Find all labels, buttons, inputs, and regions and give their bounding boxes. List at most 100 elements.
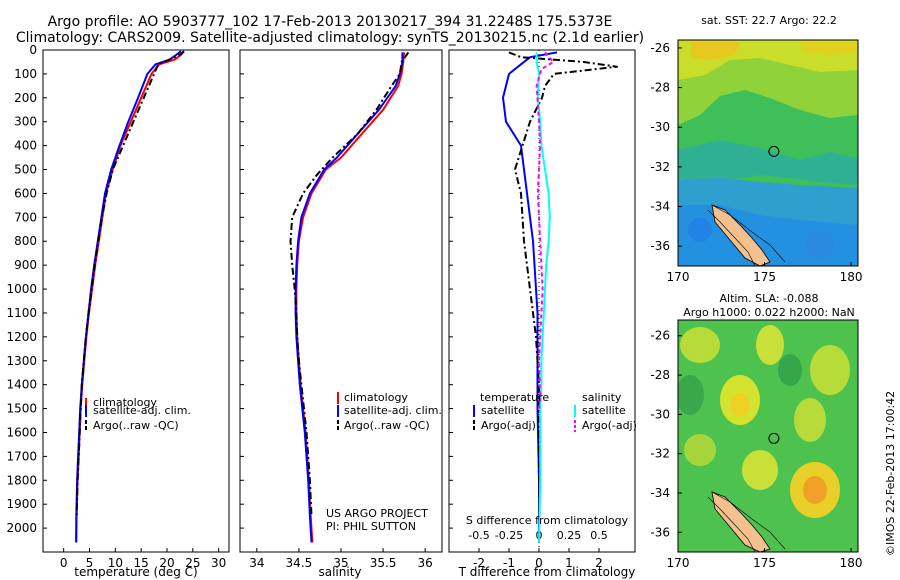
map-x-tick-label: 170 (667, 556, 690, 570)
legend-label-argo: Argo(..raw -QC) (93, 419, 179, 432)
x-tick-label: 20 (159, 556, 174, 570)
y-tick-label: 0 (29, 43, 37, 57)
salinity-axes-frame (239, 49, 443, 553)
x-tick-label: -1 (503, 556, 515, 570)
s-diff-tick-label: 0.25 (557, 529, 582, 542)
y-tick-label: 1900 (6, 497, 37, 511)
argo-location-marker (768, 145, 780, 157)
map-x-tick-label: 170 (667, 270, 690, 284)
salinity-legend: climatology satellite-adj. clim. Argo(..… (337, 391, 442, 432)
y-tick-label: 900 (14, 258, 37, 272)
salinity-x-label: salinity (318, 565, 361, 579)
legend-header-temperature: temperature (480, 391, 549, 404)
t-difference-label: T difference from climatology (458, 565, 636, 579)
series-line-temperature-argo-adj- (508, 51, 618, 517)
y-tick-label: 2000 (6, 521, 37, 535)
sst-map-title: sat. SST: 22.7 Argo: 22.2 (701, 14, 837, 27)
x-tick-label: 2 (595, 556, 603, 570)
s-difference-label: S difference from climatology (466, 514, 629, 527)
y-tick-label: 200 (14, 91, 37, 105)
y-tick-label: 1400 (6, 378, 37, 392)
legend-label-satellite-adj: satellite-adj. clim. (93, 404, 191, 417)
temperature-axes-frame (42, 49, 230, 553)
sst-map-image (678, 40, 858, 266)
legend-label-sal-argo: Argo(-adj) (582, 419, 637, 432)
y-tick-label: 1200 (6, 330, 37, 344)
x-tick-label: 34 (249, 556, 264, 570)
difference-legend: temperature salinity satellite Argo(-adj… (473, 391, 637, 432)
figure-title-line1: Argo profile: AO 5903777_102 17-Feb-2013… (47, 14, 613, 30)
y-tick-label: 700 (14, 210, 37, 224)
sla-map-frame (677, 319, 859, 553)
map-x-tick-label: 175 (753, 556, 776, 570)
x-tick-label: 0 (60, 556, 68, 570)
x-tick-label: 30 (211, 556, 226, 570)
salinity-panel: 34 34.5 35 35.5 36 salinity climatology sate… (239, 49, 443, 579)
sla-map-panel: Altim. SLA: -0.088 Argo h1000: 0.022 h20… (650, 292, 862, 570)
y-tick-label: 1700 (6, 449, 37, 463)
s-diff-tick-label: -0.5 (468, 529, 489, 542)
x-tick-label: 5 (86, 556, 94, 570)
map-y-tick-label: -32 (650, 447, 670, 461)
map-y-tick-label: -26 (650, 41, 670, 55)
legend-label-satellite-adj: satellite-adj. clim. (344, 404, 442, 417)
y-tick-label: 1500 (6, 402, 37, 416)
series-line-argo-raw-qc- (289, 51, 410, 517)
y-tick-label: 1600 (6, 425, 37, 439)
map-x-tick-label: 180 (840, 556, 863, 570)
y-tick-label: 400 (14, 139, 37, 153)
map-y-tick-label: -28 (650, 81, 670, 95)
map-y-tick-label: -36 (650, 239, 670, 253)
y-tick-label: 300 (14, 115, 37, 129)
x-tick-label: 15 (134, 556, 149, 570)
map-y-tick-label: -30 (650, 120, 670, 134)
y-tick-label: 100 (14, 67, 37, 81)
temperature-legend: climatology satellite-adj. clim. Argo(..… (85, 396, 191, 432)
imos-timestamp: ©IMOS 22-Feb-2013 17:00:42 (884, 391, 897, 556)
x-tick-label: 25 (185, 556, 200, 570)
y-tick-label: 1100 (6, 306, 37, 320)
y-tick-label: 800 (14, 234, 37, 248)
sst-map-frame (677, 39, 859, 267)
x-tick-label: 35 (333, 556, 348, 570)
legend-label-climatology: climatology (344, 391, 408, 404)
x-tick-label: 35.5 (370, 556, 397, 570)
map-y-tick-label: -26 (650, 329, 670, 343)
map-x-tick-label: 180 (840, 270, 863, 284)
x-tick-label: 10 (108, 556, 123, 570)
y-tick-label: 600 (14, 186, 37, 200)
legend-label-argo: Argo(..raw -QC) (344, 419, 430, 432)
legend-label-sal-satellite: satellite (582, 404, 626, 417)
pi-label: PI: PHIL SUTTON (326, 520, 416, 533)
map-y-tick-label: -30 (650, 407, 670, 421)
map-y-tick-label: -28 (650, 368, 670, 382)
x-tick-label: -2 (473, 556, 485, 570)
y-tick-label: 1300 (6, 354, 37, 368)
x-tick-label: 0 (535, 556, 543, 570)
project-label: US ARGO PROJECT (326, 507, 428, 520)
y-tick-label: 1800 (6, 473, 37, 487)
x-tick-label: 1 (565, 556, 573, 570)
temperature-panel: 0100200300400500600700800900100011001200… (6, 43, 230, 579)
map-y-tick-label: -34 (650, 200, 670, 214)
x-tick-label: 34.5 (286, 556, 313, 570)
map-y-tick-label: -36 (650, 525, 670, 539)
legend-header-salinity: salinity (582, 391, 622, 404)
difference-panel: -2 -1 0 1 2-0.5 -0.25 0 0.25 0.5 S difference fr… (448, 49, 637, 579)
map-x-tick-label: 175 (753, 270, 776, 284)
legend-label-climatology: climatology (93, 396, 157, 409)
map-y-tick-label: -34 (650, 486, 670, 500)
series-line-salinity-argo-adj- (535, 51, 555, 409)
sla-map-image (678, 320, 858, 552)
legend-label-temp-argo: Argo(-adj) (481, 419, 536, 432)
sla-map-subtitle: Argo h1000: 0.022 h2000: NaN (683, 306, 855, 319)
s-diff-tick-label: 0.5 (590, 529, 608, 542)
x-tick-label: 36 (418, 556, 433, 570)
figure-title-line2: Climatology: CARS2009. Satellite-adjuste… (15, 30, 645, 46)
argo-location-marker (768, 432, 780, 444)
y-tick-label: 1000 (6, 282, 37, 296)
temperature-x-label: temperature (deg C) (74, 565, 197, 579)
sla-map-title: Altim. SLA: -0.088 (719, 292, 818, 305)
s-diff-tick-label: -0.25 (495, 529, 523, 542)
series-line-argo-raw-qc- (75, 50, 185, 517)
